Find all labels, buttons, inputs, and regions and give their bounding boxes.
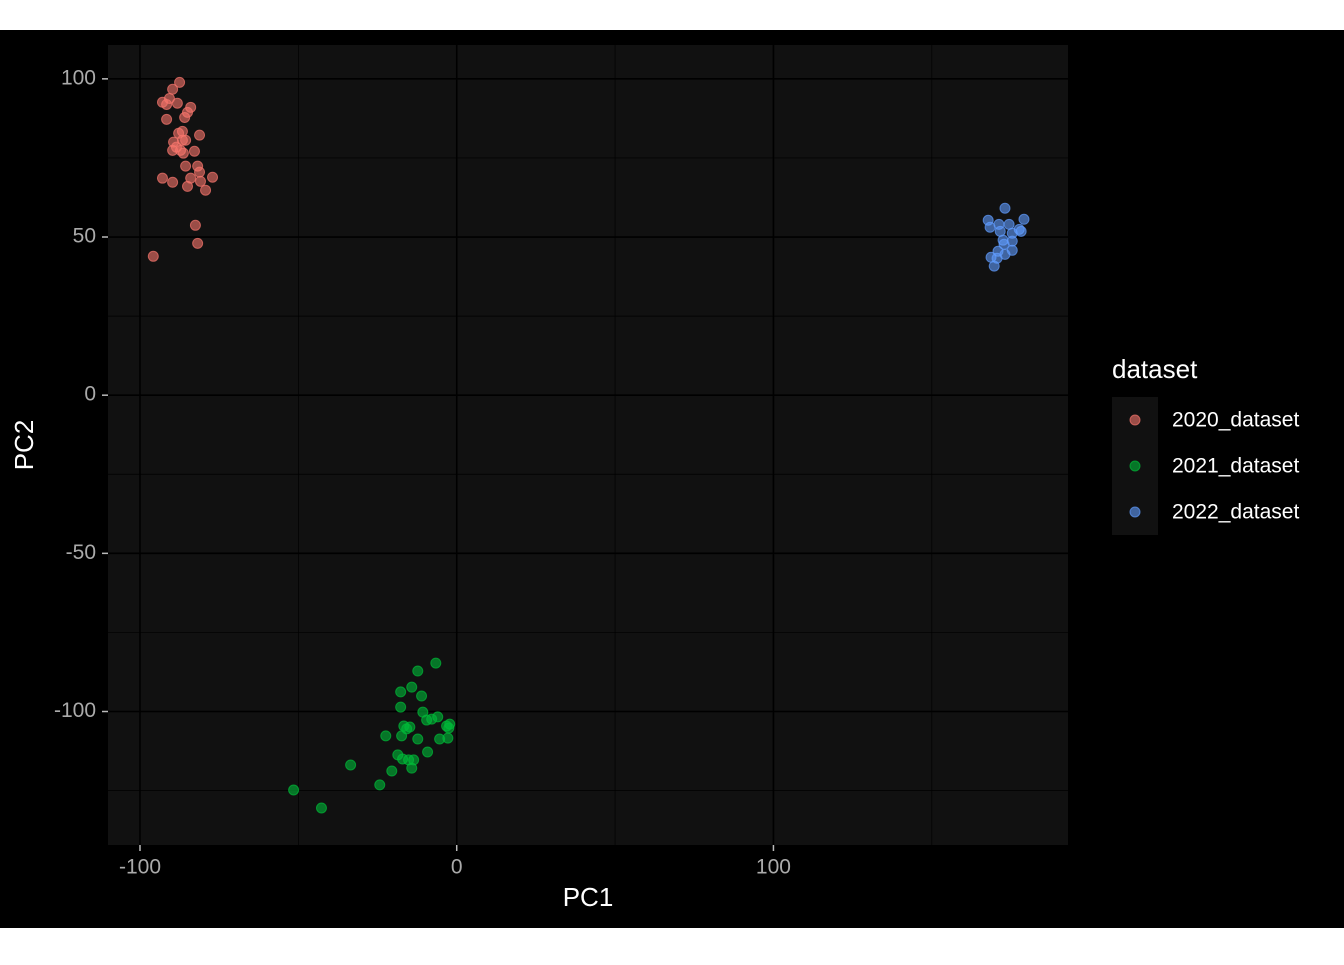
data-point (171, 97, 183, 109)
data-point (177, 147, 189, 159)
data-point (406, 681, 418, 693)
legend-label: 2022_dataset (1172, 501, 1299, 524)
panel (108, 45, 1068, 845)
data-point (194, 129, 206, 141)
data-point (430, 657, 442, 669)
data-point (406, 762, 418, 774)
data-point (397, 753, 409, 765)
data-point (999, 202, 1011, 214)
x-tick-label: 0 (451, 856, 463, 879)
data-point (194, 175, 206, 187)
data-point (386, 765, 398, 777)
points (147, 76, 1030, 814)
x-tick-label: 100 (756, 856, 791, 879)
legend-marker (1129, 460, 1141, 472)
data-point (147, 250, 159, 262)
y-tick-label: -50 (66, 541, 96, 564)
legend-label: 2020_dataset (1172, 409, 1299, 432)
legend-marker (1129, 414, 1141, 426)
data-point (421, 714, 433, 726)
data-point (984, 221, 996, 233)
data-point (200, 184, 212, 196)
data-point (161, 113, 173, 125)
data-point (442, 732, 454, 744)
data-point (174, 76, 186, 88)
y-tick-label: 0 (84, 383, 96, 406)
data-point (288, 784, 300, 796)
legend-marker (1129, 506, 1141, 518)
y-tick-label: 50 (73, 225, 96, 248)
grid (108, 45, 1068, 845)
data-point (188, 145, 200, 157)
data-point (345, 759, 357, 771)
data-point (416, 690, 428, 702)
data-point (412, 733, 424, 745)
x-tick-label: -100 (119, 856, 161, 879)
data-point (156, 172, 168, 184)
data-point (395, 686, 407, 698)
legend-title: dataset (1112, 354, 1198, 384)
data-point (396, 730, 408, 742)
legend-label: 2021_dataset (1172, 455, 1299, 478)
data-point (380, 730, 392, 742)
data-point (167, 83, 179, 95)
y-axis-label: PC2 (9, 420, 39, 471)
data-point (315, 802, 327, 814)
data-point (167, 176, 179, 188)
data-point (374, 779, 386, 791)
data-point (180, 160, 192, 172)
data-point (179, 111, 191, 123)
data-point (189, 219, 201, 231)
data-point (395, 701, 407, 713)
data-point (180, 134, 192, 146)
data-point (161, 98, 173, 110)
data-point (194, 166, 206, 178)
data-point (192, 237, 204, 249)
data-point (422, 746, 434, 758)
y-tick-label: -100 (54, 699, 96, 722)
data-point (167, 144, 179, 156)
x-axis-label: PC1 (563, 882, 614, 912)
data-point (443, 722, 455, 734)
data-point (412, 665, 424, 677)
data-point (181, 180, 193, 192)
y-tick-label: 100 (61, 66, 96, 89)
data-point (988, 260, 1000, 272)
data-point (1015, 225, 1027, 237)
legend: 2020_dataset 2021_dataset 2022_dataset (1112, 397, 1299, 535)
data-point (207, 171, 219, 183)
data-point (1018, 213, 1030, 225)
